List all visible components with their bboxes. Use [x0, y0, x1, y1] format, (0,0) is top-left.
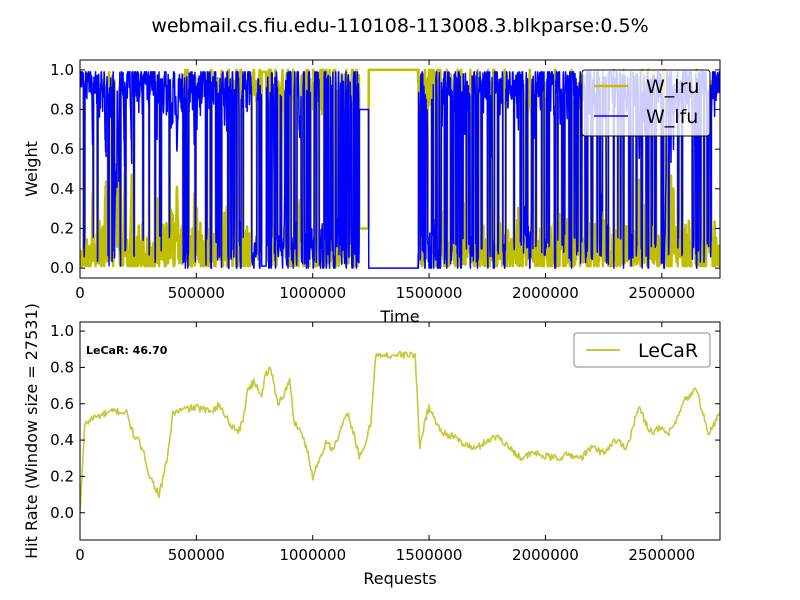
weight-y-tick-label: 0.0 — [50, 259, 74, 277]
weight-y-tick-label: 0.6 — [50, 140, 74, 158]
hit-rate-subplot: 0 500000 1000000 1500000 2000000 2500000 0.00… — [22, 303, 721, 588]
hit-rate-legend: LeCaR — [573, 332, 711, 368]
weight-legend: W_lru W_lfu — [581, 69, 711, 137]
weight-x-tick-label: 1500000 — [396, 284, 463, 302]
weight-y-tick-label: 0.2 — [50, 219, 74, 237]
hit-rate-x-tick-label: 1000000 — [279, 546, 346, 564]
hit-rate-y-tick-label: 0.6 — [50, 395, 74, 413]
weight-x-tick-label: 2000000 — [512, 284, 579, 302]
series-line-lecar — [80, 350, 720, 513]
legend-label-w-lru: W_lru — [646, 76, 699, 98]
hit-rate-x-tick-label: 0 — [75, 546, 85, 564]
weight-y-axis-label: Weight — [22, 141, 41, 197]
hit-rate-x-tick-label: 500000 — [168, 546, 225, 564]
hit-rate-y-tick-label: 0.0 — [50, 504, 74, 522]
weight-y-tick-label: 1.0 — [50, 61, 74, 79]
hit-rate-y-tick-label: 0.8 — [50, 358, 74, 376]
hit-rate-y-tick-label: 0.2 — [50, 467, 74, 485]
weight-y-tick-label: 0.8 — [50, 101, 74, 119]
figure-title: webmail.cs.fiu.edu-110108-113008.3.blkpa… — [151, 15, 648, 37]
hit-rate-x-tick-label: 2000000 — [512, 546, 579, 564]
weight-y-ticks: 0.0 0.2 0.4 0.6 0.8 1.0 — [50, 61, 720, 277]
weight-x-tick-label: 2500000 — [628, 284, 695, 302]
weight-subplot: 0 500000 1000000 1500000 2000000 2500000 0.00… — [22, 59, 721, 326]
hit-rate-x-axis-label: Requests — [363, 569, 436, 588]
hit-rate-series-group — [80, 350, 720, 513]
legend-label-w-lfu: W_lfu — [646, 106, 698, 128]
lecar-score-annotation: LeCaR: 46.70 — [86, 344, 168, 357]
hit-rate-plot-frame — [79, 321, 721, 541]
hit-rate-y-axis-label: Hit Rate (Window size = 27531) — [22, 303, 41, 559]
hit-rate-x-ticks: 0 500000 1000000 1500000 2000000 2500000 — [75, 322, 695, 564]
weight-x-tick-label: 0 — [75, 284, 85, 302]
hit-rate-x-tick-label: 2500000 — [628, 546, 695, 564]
weight-y-tick-label: 0.4 — [50, 180, 74, 198]
hit-rate-y-tick-label: 0.4 — [50, 431, 74, 449]
hit-rate-x-tick-label: 1500000 — [396, 546, 463, 564]
weight-x-tick-label: 1000000 — [279, 284, 346, 302]
hit-rate-legend-box — [573, 332, 711, 368]
weight-x-axis-label: Time — [379, 307, 419, 326]
hit-rate-y-tick-label: 1.0 — [50, 322, 74, 340]
legend-label-lecar: LeCaR — [638, 340, 698, 362]
weight-x-tick-label: 500000 — [168, 284, 225, 302]
hit-rate-y-ticks: 0.0 0.2 0.4 0.6 0.8 1.0 — [50, 322, 720, 522]
weight-plot-frame — [79, 59, 721, 279]
weight-x-ticks: 0 500000 1000000 1500000 2000000 2500000 — [75, 60, 695, 302]
